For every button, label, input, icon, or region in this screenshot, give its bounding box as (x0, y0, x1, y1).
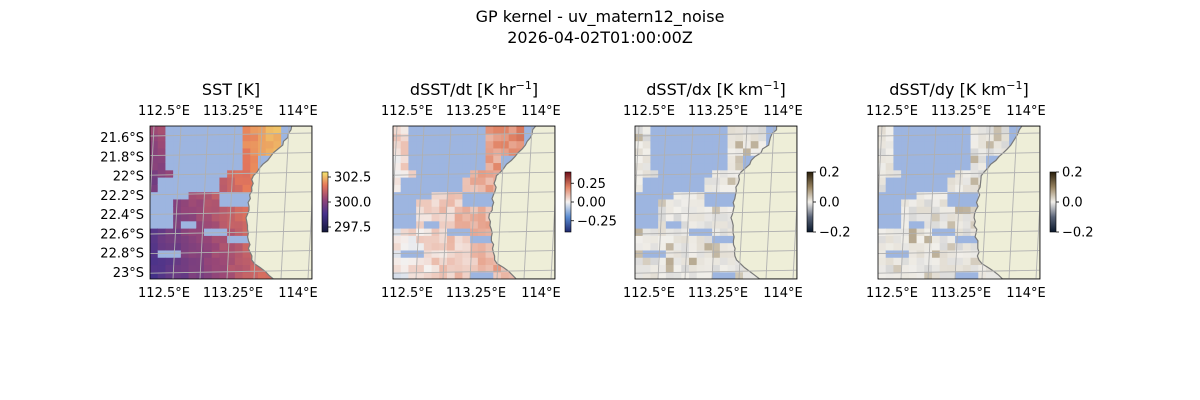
y-tick-label: 22°S (113, 170, 144, 185)
colorbar (564, 171, 572, 233)
x-tick-label-bottom: 113.25°E (688, 286, 748, 301)
y-tick-label: 21.8°S (100, 150, 144, 165)
gridlines (393, 126, 555, 279)
colorbar-tick-label: −0.25 (577, 214, 617, 229)
colorbar-tick-label: −0.2 (1062, 226, 1094, 241)
panel-title: dSST/dy [K km−1] (889, 79, 1028, 99)
panel-title-bracket: ] (532, 80, 538, 99)
panel-title-superscript: −1 (1006, 79, 1022, 92)
colorbar-tick-label: 0.2 (819, 166, 840, 181)
gridlines (150, 126, 312, 279)
colorbar (1049, 171, 1057, 233)
panel-title-text: dSST/dt [K hr (410, 80, 516, 99)
x-tick-label-top: 114°E (278, 104, 318, 119)
colorbar-tick-label: 297.5 (334, 221, 371, 236)
map-frame (877, 125, 1041, 280)
x-tick-label-top: 114°E (1006, 104, 1046, 119)
panel-title-superscript: −1 (763, 79, 779, 92)
x-tick-label-top: 114°E (521, 104, 561, 119)
colorbar-tick-label: 0.0 (819, 196, 840, 211)
suptitle-line-1: GP kernel - uv_matern12_noise (476, 7, 725, 27)
colorbar (806, 171, 814, 233)
colorbar-tick-label: −0.2 (819, 226, 851, 241)
x-tick-label-bottom: 113.25°E (931, 286, 991, 301)
y-tick-label: 21.6°S (100, 131, 144, 146)
x-tick-label-top: 113.25°E (446, 104, 506, 119)
x-tick-label-bottom: 112.5°E (138, 286, 190, 301)
x-tick-label-top: 114°E (763, 104, 803, 119)
colorbar-tick-label: 0.2 (1062, 166, 1083, 181)
x-tick-label-top: 112.5°E (381, 104, 433, 119)
x-tick-label-bottom: 113.25°E (446, 286, 506, 301)
panel-title-text: dSST/dx [K km (646, 80, 763, 99)
colorbar (321, 171, 329, 233)
x-tick-label-bottom: 114°E (278, 286, 318, 301)
panels: SST [K] 112.5°E 112.5°E 113.25°E 113.25°E 114… (100, 79, 1093, 301)
colorbar-tick-label: 300.0 (334, 196, 371, 211)
x-tick-label-bottom: 112.5°E (623, 286, 675, 301)
colorbar-tick-label: 0.0 (1062, 196, 1083, 211)
panel-1: SST [K] 112.5°E 112.5°E 113.25°E 113.25°E 114… (100, 80, 371, 301)
x-tick-label-top: 113.25°E (931, 104, 991, 119)
panel-title: dSST/dx [K km−1] (646, 79, 785, 99)
x-tick-label-top: 113.25°E (688, 104, 748, 119)
panel-2: dSST/dt [K hr−1] 112.5°E 112.5°E 113.25°E 11… (381, 79, 617, 301)
x-tick-label-bottom: 114°E (1006, 286, 1046, 301)
panel-title-superscript: −1 (516, 79, 532, 92)
panel-title-text: dSST/dy [K km (889, 80, 1006, 99)
panel-3: dSST/dx [K km−1] 112.5°E 112.5°E 113.25°E 11… (623, 79, 851, 301)
panel-title: SST [K] (202, 80, 260, 99)
panel-title-bracket: ] (779, 80, 785, 99)
x-tick-label-top: 112.5°E (866, 104, 918, 119)
x-tick-label-bottom: 112.5°E (381, 286, 433, 301)
y-tick-label: 22.6°S (100, 227, 144, 242)
gridlines (635, 126, 797, 279)
colorbar-tick-label: 302.5 (334, 171, 371, 186)
y-tick-label: 22.4°S (100, 208, 144, 223)
x-tick-label-top: 112.5°E (623, 104, 675, 119)
x-tick-label-top: 113.25°E (203, 104, 263, 119)
panel-title-bracket: ] (1022, 80, 1028, 99)
y-tick-label: 22.2°S (100, 189, 144, 204)
map-frame (392, 125, 556, 280)
panel-4: dSST/dy [K km−1] 112.5°E 112.5°E 113.25°E 11… (866, 79, 1094, 301)
suptitle-line-2: 2026-04-02T01:00:00Z (507, 28, 693, 47)
y-tick-label: 23°S (113, 266, 144, 281)
x-tick-label-top: 112.5°E (138, 104, 190, 119)
x-tick-label-bottom: 112.5°E (866, 286, 918, 301)
panel-title: dSST/dt [K hr−1] (410, 79, 538, 99)
colorbar-tick-label: 0.00 (577, 196, 606, 211)
colorbar-tick-label: 0.25 (577, 177, 606, 192)
map-frame (149, 125, 313, 280)
y-tick-label: 22.8°S (100, 247, 144, 262)
gridlines (878, 126, 1040, 279)
x-tick-label-bottom: 114°E (521, 286, 561, 301)
map-frame (634, 125, 798, 280)
x-tick-label-bottom: 114°E (763, 286, 803, 301)
x-tick-label-bottom: 113.25°E (203, 286, 263, 301)
